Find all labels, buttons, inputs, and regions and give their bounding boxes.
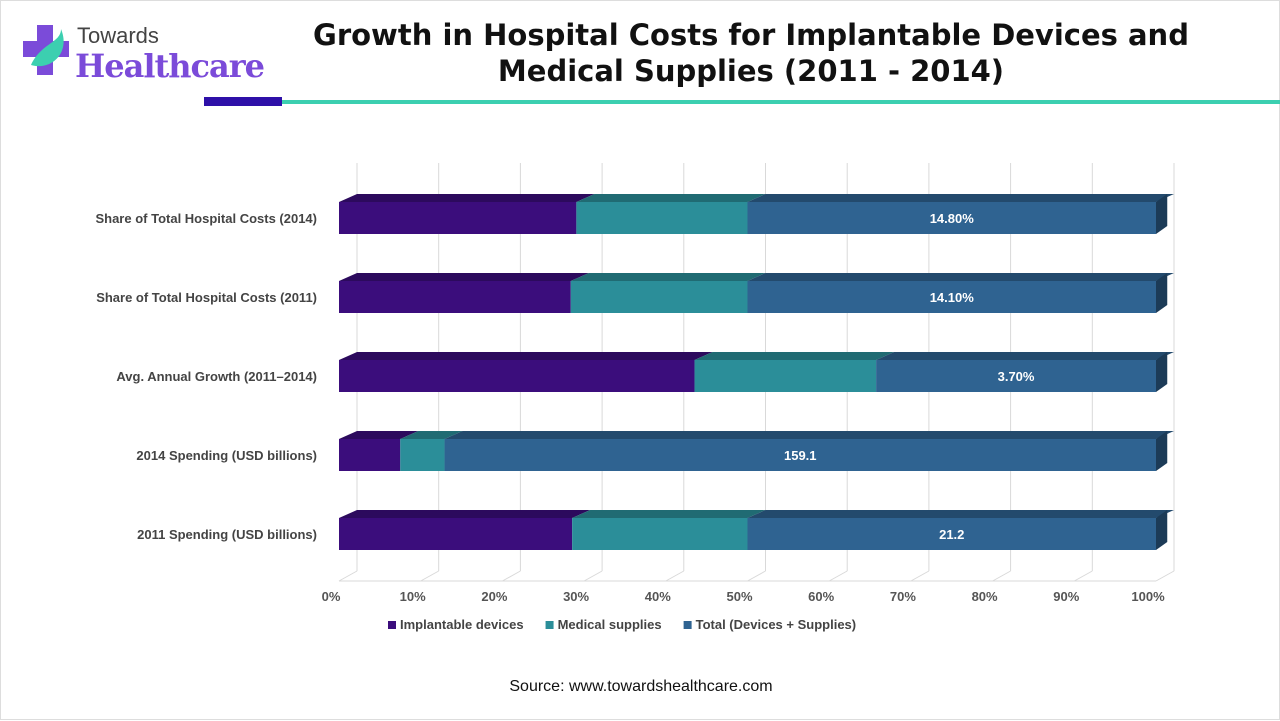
gridline-floor	[338, 570, 358, 582]
x-tick-label: 50%	[726, 589, 752, 604]
bar-top	[747, 510, 1174, 518]
gridline-floor	[828, 570, 848, 582]
bar-top	[876, 352, 1174, 360]
category-label: Share of Total Hospital Costs (2011)	[96, 290, 317, 305]
bar-top	[576, 194, 766, 202]
legend-swatch	[545, 621, 554, 629]
bar-side	[1156, 352, 1168, 392]
bar-segment	[747, 281, 1156, 313]
bar-top	[400, 431, 463, 439]
category-label: 2014 Spending (USD billions)	[136, 448, 317, 463]
bar-side	[1156, 431, 1168, 471]
data-label: 14.10%	[930, 290, 975, 305]
chart-title: Growth in Hospital Costs for Implantable…	[313, 18, 1189, 88]
gridline-floor	[583, 570, 603, 582]
x-tick-label: 90%	[1053, 589, 1079, 604]
bar-segment	[570, 281, 748, 313]
logo-text-towards: Towards	[77, 23, 159, 48]
bar-top	[570, 273, 766, 281]
bar-segment	[339, 202, 577, 234]
bar-segment	[339, 518, 573, 550]
data-label: 14.80%	[930, 211, 975, 226]
gridline-floor	[992, 570, 1011, 582]
legend-label: Medical supplies	[558, 617, 662, 632]
x-tick-label: 40%	[645, 589, 671, 604]
category-label: Share of Total Hospital Costs (2014)	[95, 211, 317, 226]
bar-side	[1156, 273, 1168, 313]
data-label: 3.70%	[998, 369, 1035, 384]
x-tick-label: 10%	[400, 589, 426, 604]
category-label: Avg. Annual Growth (2011–2014)	[116, 369, 317, 384]
x-tick-label: 0%	[322, 589, 341, 604]
x-tick-label: 80%	[972, 589, 998, 604]
legend-swatch	[388, 621, 396, 629]
bar-top	[444, 431, 1174, 439]
source-text: Source: www.towardshealthcare.com	[509, 678, 773, 695]
x-tick-label: 60%	[808, 589, 834, 604]
bar-top	[339, 194, 595, 202]
bar-top	[339, 510, 591, 518]
bar-segment	[576, 202, 748, 234]
bar-segment	[747, 518, 1156, 550]
bar-segment	[876, 360, 1156, 392]
bar-top	[339, 431, 419, 439]
bar-segment	[339, 281, 571, 313]
category-label: 2011 Spending (USD billions)	[137, 527, 317, 542]
x-tick-label: 30%	[563, 589, 589, 604]
gridline-floor	[420, 570, 439, 582]
bar-top	[694, 352, 895, 360]
logo-cross-icon	[23, 25, 69, 75]
bar-top	[572, 510, 766, 518]
bar-top	[747, 273, 1174, 281]
accent-bar	[204, 97, 282, 106]
legend-label: Total (Devices + Supplies)	[696, 617, 857, 632]
bar-side	[1156, 194, 1168, 234]
bar-segment	[444, 439, 1156, 471]
bar-segment	[339, 439, 401, 471]
x-tick-label: 100%	[1131, 589, 1165, 604]
x-tick-label: 70%	[890, 589, 916, 604]
gridline-floor	[665, 570, 685, 582]
x-tick-label: 20%	[481, 589, 507, 604]
bar-top	[747, 194, 1174, 202]
bar-segment	[747, 202, 1156, 234]
legend-swatch	[683, 621, 692, 629]
bar-top	[339, 273, 589, 281]
gridline-floor	[910, 570, 930, 582]
bar-segment	[339, 360, 695, 392]
legend-label: Implantable devices	[400, 617, 524, 632]
gridline-floor	[502, 570, 521, 582]
logo-text-healthcare: Healthcare	[75, 47, 265, 85]
bar-segment	[572, 518, 748, 550]
accent-line	[282, 100, 1280, 104]
data-label: 159.1	[784, 448, 817, 463]
gridline-floor	[1074, 570, 1093, 582]
bar-segment	[400, 439, 445, 471]
bar-segment	[694, 360, 877, 392]
logo: Towards Healthcare	[21, 19, 265, 89]
gridline-floor	[1155, 570, 1175, 582]
bar-top	[339, 352, 713, 360]
bar-side	[1156, 510, 1168, 550]
gridline-floor	[747, 570, 766, 582]
data-label: 21.2	[939, 527, 964, 542]
